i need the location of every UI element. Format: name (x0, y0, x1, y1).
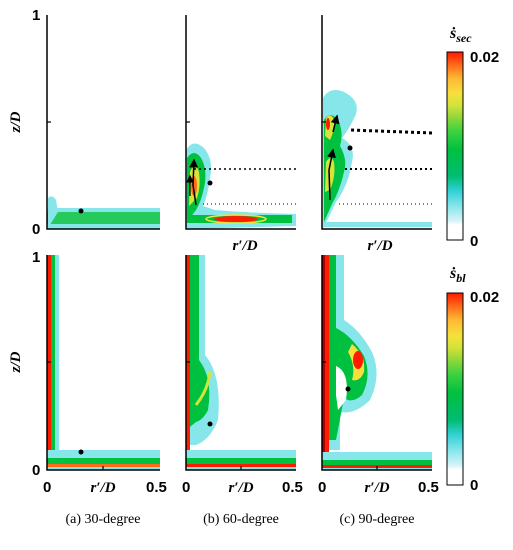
xlabel-top-b: r′/D (232, 238, 257, 254)
panel-a-bottom (47, 255, 160, 470)
panel-c-top (323, 90, 433, 229)
panel-c-top-vector-loop-upper (330, 114, 340, 133)
x-tick-c-05: 0.5 (418, 479, 439, 496)
xlabel-top-c: r′/D (367, 238, 392, 254)
y-tick-top-1: 1 (32, 7, 40, 24)
caption-c: (c) 90-degree (339, 512, 414, 527)
axes-frames (46, 15, 432, 471)
colorbar-top-min: 0 (470, 233, 478, 250)
panel-c-bottom-inner-cavity (336, 366, 347, 410)
panel-a-top-marker (78, 208, 84, 214)
panel-c-bottom-floor-mid (322, 460, 432, 466)
x-tick-b-0: 0 (182, 479, 190, 496)
x-tick-a-0: 0 (43, 479, 51, 496)
colorbar-top-symbol: ṡ (449, 25, 456, 42)
panel-a-bottom-floor-inner (47, 464, 160, 467)
panel-b-top-floor-hotspot-ring (205, 214, 267, 224)
panel-a-top (47, 196, 160, 229)
panel-a-top-wall-contour-edge (47, 208, 160, 212)
panel-a-top-wall-contour (47, 212, 160, 224)
panel-c-top-vector-row-1 (349, 128, 433, 135)
axis-a-top (46, 15, 160, 230)
colorbar-bottom-max: 0.02 (470, 289, 499, 306)
caption-b: (b) 60-degree (203, 512, 279, 527)
xlabel-bottom-c: r′/D (364, 480, 389, 496)
y-tick-bottom-1: 1 (32, 249, 40, 266)
panel-c-top-vector-loop-lower (327, 148, 336, 201)
colorbar-top-title: ṡsec (449, 25, 472, 45)
colorbar-bottom-subscript: bl (456, 271, 466, 285)
panel-c-bottom-hotspot (353, 351, 363, 369)
colorbar-bottom-bar (446, 292, 464, 486)
panel-a-bottom-floor-mid (47, 458, 160, 466)
panel-a-bottom-marker (78, 449, 84, 455)
panel-b-bottom-marker (207, 421, 213, 427)
axis-a-bottom (46, 255, 160, 471)
x-tick-c-0: 0 (318, 479, 326, 496)
axis-b-top (185, 15, 296, 230)
panel-b-bottom-floor-inner (186, 464, 296, 467)
panel-b-bottom (186, 255, 296, 470)
y-tick-bottom-0: 0 (32, 462, 40, 479)
panel-c-bottom-plume-mid (322, 255, 368, 440)
panel-a-top-corner-contour (48, 196, 58, 228)
colorbar-bottom-title: ṡbl (449, 265, 466, 285)
colorbar-bottom-min: 0 (470, 477, 478, 494)
colorbar-top-bar (446, 51, 464, 241)
xlabel-bottom-b: r′/D (228, 480, 253, 496)
x-tick-a-05: 0.5 (146, 479, 167, 496)
panel-b-top-marker (207, 180, 213, 186)
ylabel-top: z/D (8, 111, 24, 133)
colorbar-bottom: ṡbl 0.02 0 (446, 265, 499, 494)
colorbar-top-subscript: sec (455, 31, 472, 45)
xlabel-bottom-a: r′/D (90, 480, 115, 496)
panel-b-bottom-hook (194, 371, 212, 406)
colorbar-top: ṡsec 0.02 0 (446, 25, 499, 250)
panel-c-top-floor-band (323, 222, 432, 227)
panel-b-top-vector-loop (189, 158, 199, 206)
axis-b-bottom (185, 255, 296, 471)
panel-b-bottom-plume-mid (186, 255, 210, 430)
panel-b-top (186, 143, 296, 229)
panel-c-top-marker (347, 145, 353, 151)
ylabel-bottom: z/D (8, 351, 24, 373)
colorbar-bottom-symbol: ṡ (449, 265, 456, 282)
colorbar-top-max: 0.02 (470, 49, 499, 66)
panel-c-top-hotspot-upper (326, 118, 330, 130)
axis-tick-marks (47, 121, 378, 470)
panel-c-bottom (322, 255, 432, 470)
panel-c-bottom-marker (345, 386, 351, 392)
y-tick-top-0: 0 (32, 221, 40, 238)
panel-b-top-floor-hotspot (214, 216, 258, 222)
caption-a: (a) 30-degree (65, 512, 140, 527)
panel-a-top-wall-contour-edge2 (47, 224, 160, 229)
axis-c-bottom (321, 255, 432, 471)
panel-b-bottom-floor-mid (186, 458, 296, 466)
axis-c-top (321, 15, 432, 230)
x-tick-b-05: 0.5 (282, 479, 303, 496)
